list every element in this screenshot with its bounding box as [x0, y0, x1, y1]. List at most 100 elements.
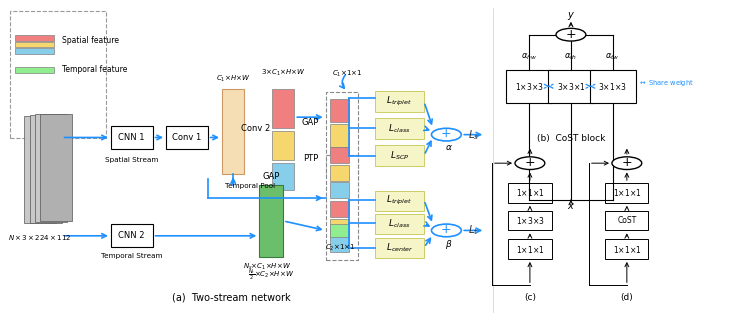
FancyBboxPatch shape [24, 116, 57, 223]
Text: $C_2{\times}1{\times}1$: $C_2{\times}1{\times}1$ [325, 243, 355, 253]
Text: $L_{class}$: $L_{class}$ [388, 122, 411, 134]
Text: (c): (c) [524, 293, 536, 302]
Text: $\alpha_{th}$: $\alpha_{th}$ [564, 52, 578, 62]
Text: $L_{triplet}$: $L_{triplet}$ [387, 95, 412, 108]
FancyBboxPatch shape [374, 191, 424, 211]
Text: $L_{class}$: $L_{class}$ [388, 217, 411, 230]
Text: Temporal feature: Temporal feature [63, 65, 128, 75]
Text: CNN 2: CNN 2 [119, 231, 145, 240]
Text: $1{\times}3{\times}3$: $1{\times}3{\times}3$ [515, 81, 544, 92]
Text: $L_t$: $L_t$ [468, 224, 479, 237]
FancyBboxPatch shape [330, 236, 349, 252]
FancyBboxPatch shape [374, 214, 424, 234]
Text: Spatial feature: Spatial feature [63, 36, 119, 44]
Text: (b)  CoST block: (b) CoST block [537, 134, 605, 143]
Text: $\leftrightarrow$ Share weight: $\leftrightarrow$ Share weight [638, 78, 694, 88]
Text: +: + [441, 223, 451, 236]
Text: $C_1{\times}1{\times}1$: $C_1{\times}1{\times}1$ [332, 69, 362, 79]
Text: $1{\times}1{\times}1$: $1{\times}1{\times}1$ [516, 244, 544, 255]
FancyBboxPatch shape [330, 219, 349, 235]
Text: Temporal Stream: Temporal Stream [101, 253, 162, 260]
FancyBboxPatch shape [330, 99, 349, 122]
Text: Conv 1: Conv 1 [172, 133, 202, 142]
FancyBboxPatch shape [222, 89, 245, 174]
FancyBboxPatch shape [330, 201, 349, 217]
FancyBboxPatch shape [374, 238, 424, 258]
FancyBboxPatch shape [15, 35, 54, 41]
Text: +: + [525, 156, 535, 169]
Text: PTP: PTP [303, 154, 319, 163]
FancyBboxPatch shape [330, 182, 349, 198]
FancyBboxPatch shape [606, 239, 649, 259]
Text: Temporal Pool: Temporal Pool [225, 183, 276, 189]
Circle shape [612, 157, 642, 170]
FancyBboxPatch shape [506, 69, 552, 103]
FancyBboxPatch shape [15, 67, 54, 73]
Text: CNN 1: CNN 1 [119, 133, 145, 142]
Text: $N_s{\times}C_1{\times}H{\times}W$: $N_s{\times}C_1{\times}H{\times}W$ [242, 262, 291, 272]
FancyBboxPatch shape [272, 89, 294, 128]
Text: Spatial Stream: Spatial Stream [105, 157, 159, 163]
FancyBboxPatch shape [259, 185, 283, 257]
FancyBboxPatch shape [15, 42, 54, 47]
Text: CoST: CoST [618, 216, 636, 225]
Text: $3{\times}1{\times}3$: $3{\times}1{\times}3$ [598, 81, 627, 92]
Circle shape [431, 128, 461, 141]
Text: $L_{triplet}$: $L_{triplet}$ [387, 194, 412, 207]
FancyBboxPatch shape [548, 69, 594, 103]
Text: +: + [565, 28, 576, 41]
FancyBboxPatch shape [590, 69, 636, 103]
Text: $x$: $x$ [567, 201, 575, 211]
Text: (d): (d) [621, 293, 633, 302]
Circle shape [431, 224, 461, 237]
FancyBboxPatch shape [111, 224, 153, 247]
Text: +: + [441, 127, 451, 140]
Circle shape [556, 28, 586, 41]
Text: $\frac{N_t}{2}{\times}C_2{\times}H{\times}W$: $\frac{N_t}{2}{\times}C_2{\times}H{\time… [248, 268, 294, 283]
FancyBboxPatch shape [35, 114, 67, 222]
FancyBboxPatch shape [606, 183, 649, 203]
FancyBboxPatch shape [15, 48, 54, 54]
FancyBboxPatch shape [10, 11, 106, 138]
Text: $y$: $y$ [567, 10, 575, 22]
FancyBboxPatch shape [374, 91, 424, 112]
FancyBboxPatch shape [272, 163, 294, 190]
FancyBboxPatch shape [325, 155, 359, 260]
FancyBboxPatch shape [325, 92, 359, 178]
Text: +: + [621, 156, 632, 169]
FancyBboxPatch shape [374, 145, 424, 166]
Text: $C_1{\times}H{\times}W$: $C_1{\times}H{\times}W$ [216, 74, 251, 84]
Text: $\alpha$: $\alpha$ [445, 142, 452, 152]
Text: $\alpha_{tw}$: $\alpha_{tw}$ [606, 52, 620, 62]
Text: $L_{center}$: $L_{center}$ [386, 241, 413, 254]
Text: $3{\times}3{\times}1$: $3{\times}3{\times}1$ [556, 81, 585, 92]
FancyBboxPatch shape [111, 126, 153, 149]
FancyBboxPatch shape [272, 132, 294, 160]
Text: $1{\times}1{\times}1$: $1{\times}1{\times}1$ [612, 188, 641, 198]
FancyBboxPatch shape [330, 124, 349, 147]
FancyBboxPatch shape [508, 239, 552, 259]
FancyBboxPatch shape [508, 211, 552, 230]
Text: GAP: GAP [301, 118, 319, 127]
Text: $N\times3\times224\times112$: $N\times3\times224\times112$ [8, 233, 72, 242]
FancyBboxPatch shape [330, 150, 349, 173]
FancyBboxPatch shape [330, 147, 349, 163]
Text: (a)  Two-stream network: (a) Two-stream network [172, 293, 291, 303]
FancyBboxPatch shape [166, 126, 208, 149]
FancyBboxPatch shape [508, 183, 552, 203]
FancyBboxPatch shape [330, 224, 349, 237]
FancyBboxPatch shape [330, 165, 349, 180]
Text: $1{\times}3{\times}3$: $1{\times}3{\times}3$ [516, 215, 544, 226]
FancyBboxPatch shape [374, 118, 424, 139]
FancyBboxPatch shape [29, 115, 62, 223]
Text: $3{\times}C_1{\times}H{\times}W$: $3{\times}C_1{\times}H{\times}W$ [260, 67, 306, 77]
Text: $\beta$: $\beta$ [445, 238, 452, 251]
Text: $\alpha_{hw}$: $\alpha_{hw}$ [521, 52, 538, 62]
Text: $1{\times}1{\times}1$: $1{\times}1{\times}1$ [612, 244, 641, 255]
Text: $L_{SCP}$: $L_{SCP}$ [390, 149, 409, 162]
Text: GAP: GAP [263, 172, 280, 180]
FancyBboxPatch shape [40, 114, 72, 221]
Text: $L_s$: $L_s$ [467, 128, 479, 141]
Circle shape [515, 157, 545, 170]
Text: Conv 2: Conv 2 [241, 124, 270, 133]
